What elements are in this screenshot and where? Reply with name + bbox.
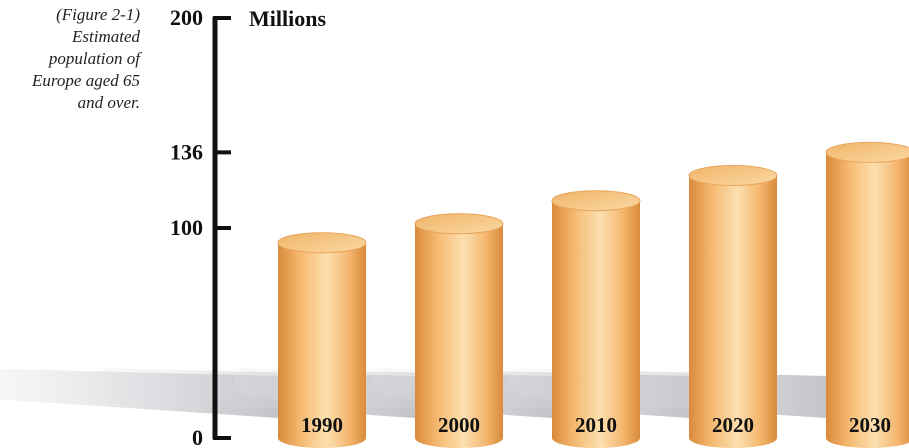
bar: 2030 [825, 141, 909, 448]
bar-body [278, 242, 366, 448]
category-label: 2010 [575, 413, 617, 437]
y-tick-label: 200 [170, 5, 203, 30]
caption-line: and over. [77, 93, 140, 112]
bar-body [826, 152, 909, 448]
category-label: 2000 [438, 413, 480, 437]
bar-top [825, 141, 909, 163]
caption-line: (Figure 2-1) [56, 5, 140, 24]
bars: 1990 2000 2010 2020 2030 [277, 141, 909, 448]
bar-top [688, 165, 778, 186]
caption-line: population of [48, 49, 140, 68]
bar: 2010 [551, 190, 641, 448]
y-axis: 0 100 136 200 [170, 5, 231, 448]
bar: 2000 [414, 213, 504, 448]
bar-body [689, 175, 777, 448]
category-label: 1990 [301, 413, 343, 437]
bar: 2020 [688, 165, 778, 448]
bar-body [415, 223, 503, 448]
y-tick-label: 100 [170, 215, 203, 240]
category-label: 2020 [712, 413, 754, 437]
bar-top [551, 190, 641, 212]
bar-top [277, 232, 367, 254]
caption-line: Estimated [72, 27, 140, 46]
y-axis-unit-label: Millions [249, 6, 326, 31]
figure-caption: (Figure 2-1) Estimated population of Eur… [0, 4, 140, 114]
bar-top [414, 213, 504, 235]
bar: 1990 [277, 232, 367, 448]
y-tick-label: 136 [170, 139, 203, 164]
y-tick-label: 0 [192, 425, 203, 448]
caption-line: Europe aged 65 [32, 71, 140, 90]
bar-body [552, 200, 640, 448]
category-label: 2030 [849, 413, 891, 437]
